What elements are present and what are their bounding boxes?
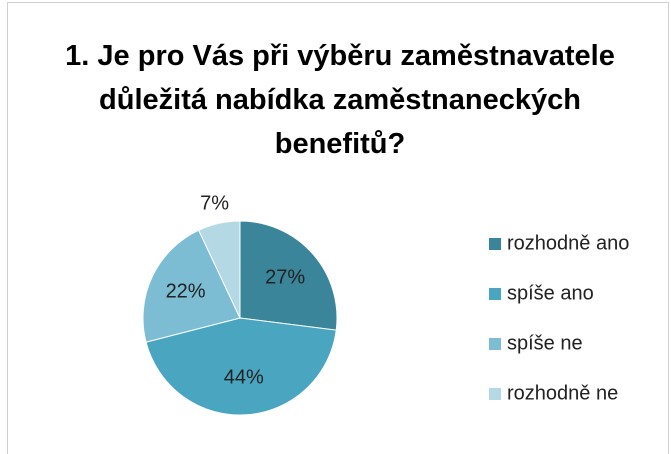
legend-swatch: [489, 338, 501, 350]
legend-swatch: [489, 388, 501, 400]
data-label: 22%: [166, 281, 206, 303]
legend-label: spíše ano: [507, 282, 594, 304]
chart-frame: [7, 2, 669, 454]
pie-slice: [145, 317, 337, 416]
legend-label: rozhodně ano: [507, 232, 629, 254]
legend-swatch: [489, 288, 501, 300]
pie-slice: [239, 220, 338, 331]
data-label: 44%: [224, 366, 264, 388]
legend-label: spíše ne: [507, 332, 583, 354]
chart-title: 1. Je pro Vás při výběru zaměstnavatele …: [65, 40, 615, 160]
pie-slice: [142, 229, 241, 343]
data-label: 7%: [200, 193, 229, 215]
legend-label: rozhodně ne: [507, 382, 618, 404]
data-label: 27%: [265, 267, 305, 289]
pie-slice: [198, 220, 241, 319]
legend-swatch: [489, 238, 501, 250]
